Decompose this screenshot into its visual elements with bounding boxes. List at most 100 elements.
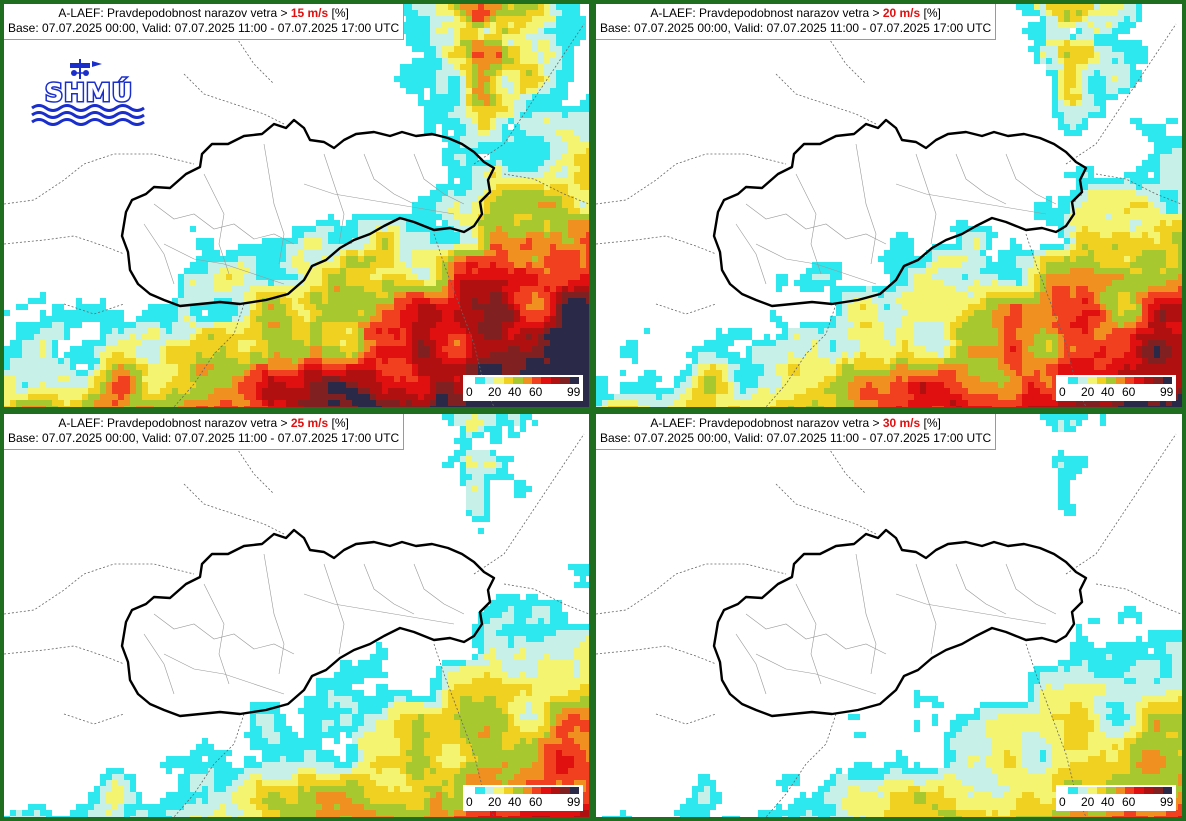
district-border [795, 173, 822, 275]
district-border [895, 593, 1047, 625]
legend-swatch [550, 787, 561, 794]
district-border [143, 223, 175, 285]
legend-tick-label: 99 [1160, 795, 1174, 809]
legend-swatch [541, 377, 551, 384]
country-border [596, 645, 717, 665]
legend-swatch [1096, 377, 1107, 384]
legend-swatch [531, 377, 542, 384]
validity-subtitle: Base: 07.07.2025 00:00, Valid: 07.07.202… [600, 431, 992, 445]
color-legend: 0 20 40 60 99 [1056, 375, 1176, 401]
title-prefix: A-LAEF: Pravdepodobnost narazov vetra > [58, 6, 291, 20]
district-border [955, 153, 1007, 205]
map-panel-25ms: A-LAEF: Pravdepodobnost narazov vetra > … [4, 414, 589, 817]
country-border [183, 483, 285, 535]
legend-swatch [1059, 377, 1069, 384]
country-border [4, 153, 195, 205]
legend-colorbar [1059, 787, 1173, 794]
title-suffix: [%] [328, 416, 349, 430]
district-border [163, 653, 285, 695]
district-border [1005, 563, 1057, 615]
legend-swatch [560, 787, 570, 794]
color-legend: 0 20 40 60 99 [463, 785, 583, 811]
district-border [915, 153, 937, 245]
country-border [203, 23, 275, 85]
district-border [955, 563, 1007, 615]
legend-swatch [531, 787, 542, 794]
country-border [655, 303, 717, 315]
legend-swatch [1134, 787, 1144, 794]
district-border [735, 633, 767, 695]
legend-swatch [569, 787, 580, 794]
district-border [263, 553, 285, 675]
country-border [765, 303, 837, 407]
legend-tick-label: 0 [466, 385, 473, 399]
legend-tick-label: 0 [466, 795, 473, 809]
district-border [413, 563, 465, 615]
panel-title: A-LAEF: Pravdepodobnost narazov vetra > … [4, 414, 405, 450]
legend-swatch [1096, 787, 1107, 794]
slovakia-border [712, 528, 1088, 718]
district-border [855, 553, 877, 675]
legend-tick-label: 0 [1059, 385, 1066, 399]
probability-field [596, 4, 1182, 407]
legend-tick-label: 60 [1122, 385, 1136, 399]
legend-swatch [503, 377, 514, 384]
slovakia-border [120, 528, 496, 718]
district-border [915, 563, 937, 655]
legend-swatch [1134, 377, 1144, 384]
legend-swatch [1162, 377, 1173, 384]
district-border [363, 563, 415, 615]
logo-text: SHMÚ [45, 77, 133, 107]
probability-field [602, 414, 1182, 817]
legend-swatch [1106, 377, 1116, 384]
probability-field [4, 414, 589, 817]
legend-swatch [1068, 787, 1078, 794]
district-border [755, 243, 877, 285]
country-border [503, 173, 589, 205]
district-border [263, 143, 285, 265]
country-border [183, 73, 285, 125]
legend-swatch [560, 377, 570, 384]
legend-tick-label: 20 [1081, 795, 1095, 809]
legend-tick-label: 20 [1081, 385, 1095, 399]
title-prefix: A-LAEF: Pravdepodobnost narazov vetra > [650, 6, 883, 20]
legend-tick-label: 40 [1101, 795, 1115, 809]
legend-swatch [1077, 377, 1088, 384]
threshold-value: 20 m/s [882, 6, 921, 20]
slovakia-border [712, 118, 1088, 308]
country-border [1095, 173, 1182, 205]
color-legend: 0 20 40 60 99 [463, 375, 583, 401]
legend-tick-label: 20 [488, 795, 502, 809]
color-legend: 0 20 40 60 99 [1056, 785, 1176, 811]
legend-swatch [1153, 377, 1163, 384]
legend-swatch [1087, 377, 1097, 384]
map-panel-15ms: A-LAEF: Pravdepodobnost narazov vetra > … [4, 4, 589, 407]
country-border [775, 73, 877, 125]
legend-swatch [475, 377, 485, 384]
legend-swatch [1087, 787, 1097, 794]
legend-tick-label: 60 [529, 385, 543, 399]
country-border [503, 583, 589, 615]
district-border [203, 173, 230, 275]
country-border [173, 303, 245, 407]
legend-swatch [569, 377, 580, 384]
legend-swatch [1077, 787, 1088, 794]
legend-tick-label: 60 [529, 795, 543, 809]
title-prefix: A-LAEF: Pravdepodobnost narazov vetra > [650, 416, 883, 430]
shmu-logo: SHMÚ [30, 55, 148, 132]
legend-colorbar [466, 377, 580, 384]
title-suffix: [%] [920, 6, 941, 20]
district-border [203, 583, 230, 685]
legend-tick-label: 99 [1160, 385, 1174, 399]
legend-swatch [522, 787, 532, 794]
country-border [63, 303, 125, 315]
probability-map [596, 4, 1182, 407]
legend-swatch [1115, 377, 1125, 384]
district-border [163, 243, 285, 285]
legend-swatch [1162, 787, 1173, 794]
legend-tick-label: 0 [1059, 795, 1066, 809]
legend-tick-label: 40 [508, 795, 522, 809]
district-border [735, 223, 767, 285]
legend-swatch [1153, 787, 1163, 794]
threshold-value: 25 m/s [290, 416, 329, 430]
